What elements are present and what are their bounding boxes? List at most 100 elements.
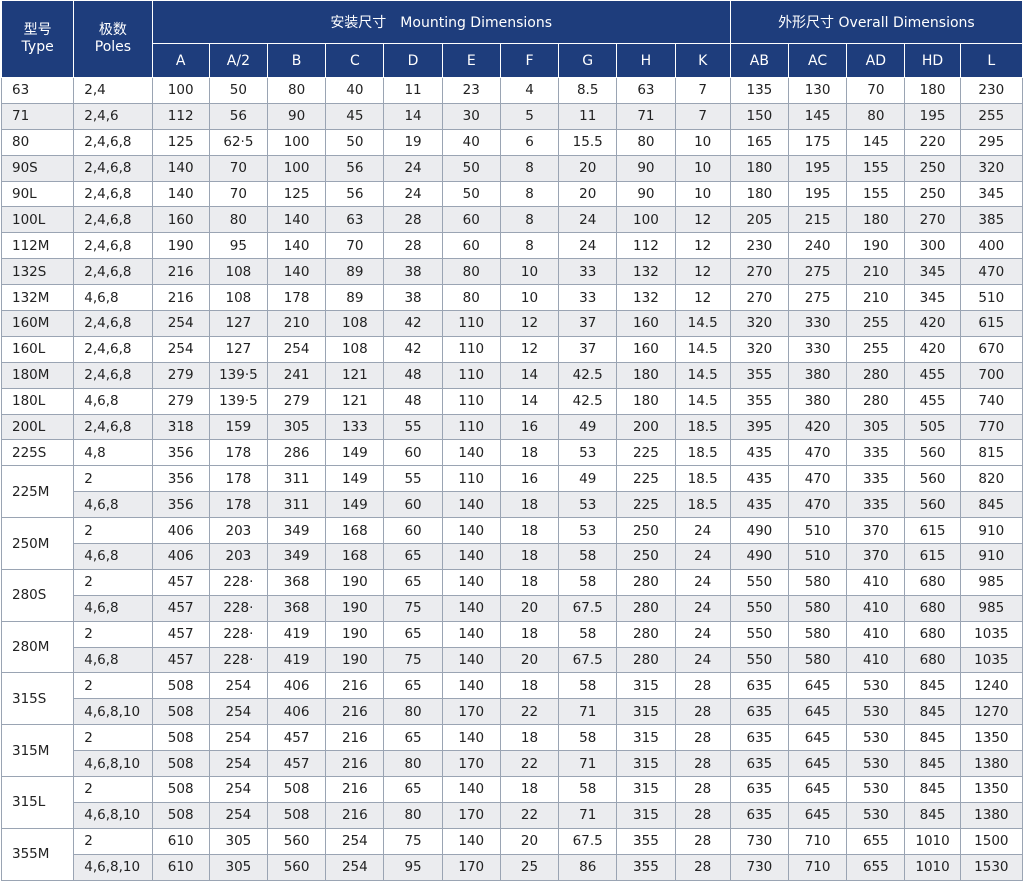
value-cell: 149 bbox=[325, 439, 385, 467]
value-cell: 380 bbox=[787, 387, 848, 415]
table-row: 4,6,8 457 228· 419 190 75 140 20 67.5 280 24 550 580… bbox=[2, 646, 1024, 674]
poles-cell: 2 bbox=[73, 672, 153, 700]
value-cell: 320 bbox=[729, 335, 790, 363]
value-cell: 635 bbox=[729, 801, 790, 829]
poles-cell: 2,4,6,8 bbox=[73, 128, 153, 156]
value-cell: 86 bbox=[558, 853, 618, 881]
value-cell: 33 bbox=[558, 258, 618, 286]
value-cell: 470 bbox=[787, 439, 848, 467]
poles-cell: 2 bbox=[73, 568, 153, 596]
value-cell: 530 bbox=[846, 698, 906, 726]
value-cell: 155 bbox=[846, 154, 906, 182]
type-cell: 250M bbox=[0, 517, 75, 570]
value-cell: 205 bbox=[729, 206, 790, 234]
value-cell: 24 bbox=[383, 154, 443, 182]
value-cell: 63 bbox=[325, 206, 385, 234]
value-cell: 1240 bbox=[959, 672, 1024, 700]
value-cell: 180 bbox=[729, 180, 790, 208]
value-cell: 228· bbox=[208, 594, 269, 622]
value-cell: 770 bbox=[959, 413, 1024, 441]
value-cell: 125 bbox=[266, 180, 327, 208]
value-cell: 80 bbox=[266, 77, 327, 104]
value-cell: 14.5 bbox=[674, 361, 731, 389]
value-cell: 216 bbox=[325, 750, 385, 778]
value-cell: 149 bbox=[325, 491, 385, 519]
value-cell: 90 bbox=[616, 180, 676, 208]
value-cell: 155 bbox=[846, 180, 906, 208]
mounting-dimensions-header: 安装尺寸 Mounting Dimensions bbox=[151, 0, 731, 44]
column-header-g: G bbox=[558, 43, 618, 78]
table-row: 4,6,8 406 203 349 168 65 140 18 58 250 24 490 510 370… bbox=[2, 543, 1024, 570]
value-cell: 40 bbox=[441, 128, 501, 156]
value-cell: 108 bbox=[208, 284, 269, 312]
value-cell: 42.5 bbox=[558, 387, 618, 415]
poles-cell: 4,6,8,10 bbox=[73, 853, 153, 881]
value-cell: 12 bbox=[674, 206, 731, 234]
value-cell: 845 bbox=[904, 801, 961, 829]
column-header-hd: HD bbox=[904, 43, 961, 78]
column-header-h: H bbox=[616, 43, 676, 78]
value-cell: 170 bbox=[441, 801, 501, 829]
table-row: 315S 2 508 254 406 216 65 140 18 58 315 28 635 645 530… bbox=[0, 672, 1024, 726]
value-cell: 457 bbox=[151, 594, 210, 622]
value-cell: 90 bbox=[266, 102, 327, 130]
value-cell: 48 bbox=[383, 361, 443, 389]
value-cell: 1380 bbox=[959, 801, 1024, 829]
value-cell: 18 bbox=[499, 568, 560, 596]
value-cell: 270 bbox=[729, 258, 790, 286]
value-cell: 280 bbox=[616, 646, 676, 674]
value-cell: 60 bbox=[383, 439, 443, 467]
value-cell: 580 bbox=[787, 646, 848, 674]
value-cell: 610 bbox=[151, 853, 210, 881]
value-cell: 470 bbox=[959, 258, 1024, 286]
value-cell: 368 bbox=[266, 594, 327, 622]
value-cell: 530 bbox=[846, 672, 906, 700]
poles-cell: 2,4,6 bbox=[73, 102, 153, 130]
value-cell: 18 bbox=[499, 776, 560, 803]
value-cell: 125 bbox=[151, 128, 210, 156]
value-cell: 127 bbox=[208, 335, 269, 363]
poles-cell: 2 bbox=[73, 776, 153, 803]
value-cell: 60 bbox=[441, 232, 501, 260]
poles-cell: 2,4,6,8 bbox=[73, 413, 153, 441]
value-cell: 315 bbox=[616, 801, 676, 829]
value-cell: 635 bbox=[729, 750, 790, 778]
value-cell: 58 bbox=[558, 568, 618, 596]
value-cell: 63 bbox=[616, 77, 676, 104]
value-cell: 18.5 bbox=[674, 465, 731, 493]
value-cell: 385 bbox=[959, 206, 1024, 234]
value-cell: 65 bbox=[383, 776, 443, 803]
value-cell: 356 bbox=[151, 465, 210, 493]
value-cell: 80 bbox=[846, 102, 906, 130]
value-cell: 65 bbox=[383, 724, 443, 752]
value-cell: 58 bbox=[558, 543, 618, 570]
value-cell: 1035 bbox=[959, 620, 1024, 648]
table-row: 315M 2 508 254 457 216 65 140 18 58 315 28 635 645 530… bbox=[0, 724, 1024, 778]
value-cell: 195 bbox=[904, 102, 961, 130]
value-cell: 216 bbox=[151, 258, 210, 286]
value-cell: 318 bbox=[151, 413, 210, 441]
value-cell: 53 bbox=[558, 491, 618, 519]
value-cell: 80 bbox=[616, 128, 676, 156]
value-cell: 65 bbox=[383, 543, 443, 570]
value-cell: 80 bbox=[383, 698, 443, 726]
value-cell: 180 bbox=[616, 387, 676, 415]
value-cell: 178 bbox=[208, 491, 269, 519]
value-cell: 335 bbox=[846, 491, 906, 519]
value-cell: 140 bbox=[441, 776, 501, 803]
type-header-cn: 型号 bbox=[23, 22, 52, 38]
value-cell: 335 bbox=[846, 465, 906, 493]
value-cell: 24 bbox=[558, 206, 618, 234]
value-cell: 10 bbox=[499, 258, 560, 286]
value-cell: 160 bbox=[616, 335, 676, 363]
column-header-ad: AD bbox=[846, 43, 906, 78]
value-cell: 14.5 bbox=[674, 310, 731, 337]
value-cell: 670 bbox=[959, 335, 1024, 363]
table-row: 112M 2,4,6,8 190 95 140 70 28 60 8 24 112 12 230 240 1… bbox=[0, 232, 1024, 260]
poles-cell: 2,4,6,8 bbox=[73, 206, 153, 234]
value-cell: 311 bbox=[266, 465, 327, 493]
value-cell: 30 bbox=[441, 102, 501, 130]
value-cell: 315 bbox=[616, 750, 676, 778]
poles-cell: 2 bbox=[73, 620, 153, 648]
value-cell: 406 bbox=[151, 517, 210, 545]
